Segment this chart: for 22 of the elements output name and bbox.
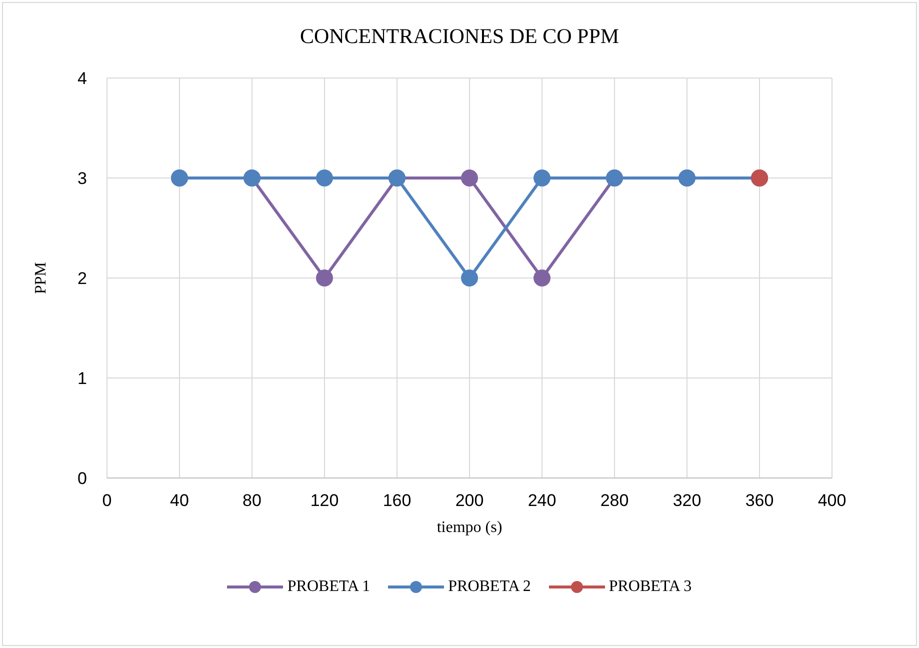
x-tick-label: 160 (382, 491, 412, 510)
y-tick-label: 0 (78, 469, 87, 488)
y-tick-label: 1 (78, 369, 87, 388)
x-tick-label: 200 (455, 491, 484, 510)
x-tick-label: 40 (170, 491, 189, 510)
x-tick-label: 400 (818, 491, 846, 510)
x-tick-label: 360 (745, 491, 774, 510)
legend-label: PROBETA 2 (448, 578, 531, 596)
y-tick-label: 2 (78, 269, 87, 288)
x-tick-label: 320 (672, 491, 702, 510)
x-tick-label: 80 (242, 491, 262, 510)
y-axis-title: PPM (32, 262, 50, 294)
legend-label: PROBETA 1 (287, 578, 370, 596)
x-tick-label: 280 (600, 491, 629, 510)
x-tick-label: 0 (102, 491, 112, 510)
x-axis-title: tiempo (s) (436, 519, 502, 536)
y-tick-label: 4 (78, 69, 87, 88)
chart-title: CONCENTRACIONES DE CO PPM (298, 24, 620, 49)
y-tick-label: 3 (78, 169, 87, 188)
legend-label: PROBETA 3 (608, 578, 692, 596)
x-tick-label: 120 (310, 491, 339, 510)
x-tick-label: 240 (528, 491, 556, 510)
